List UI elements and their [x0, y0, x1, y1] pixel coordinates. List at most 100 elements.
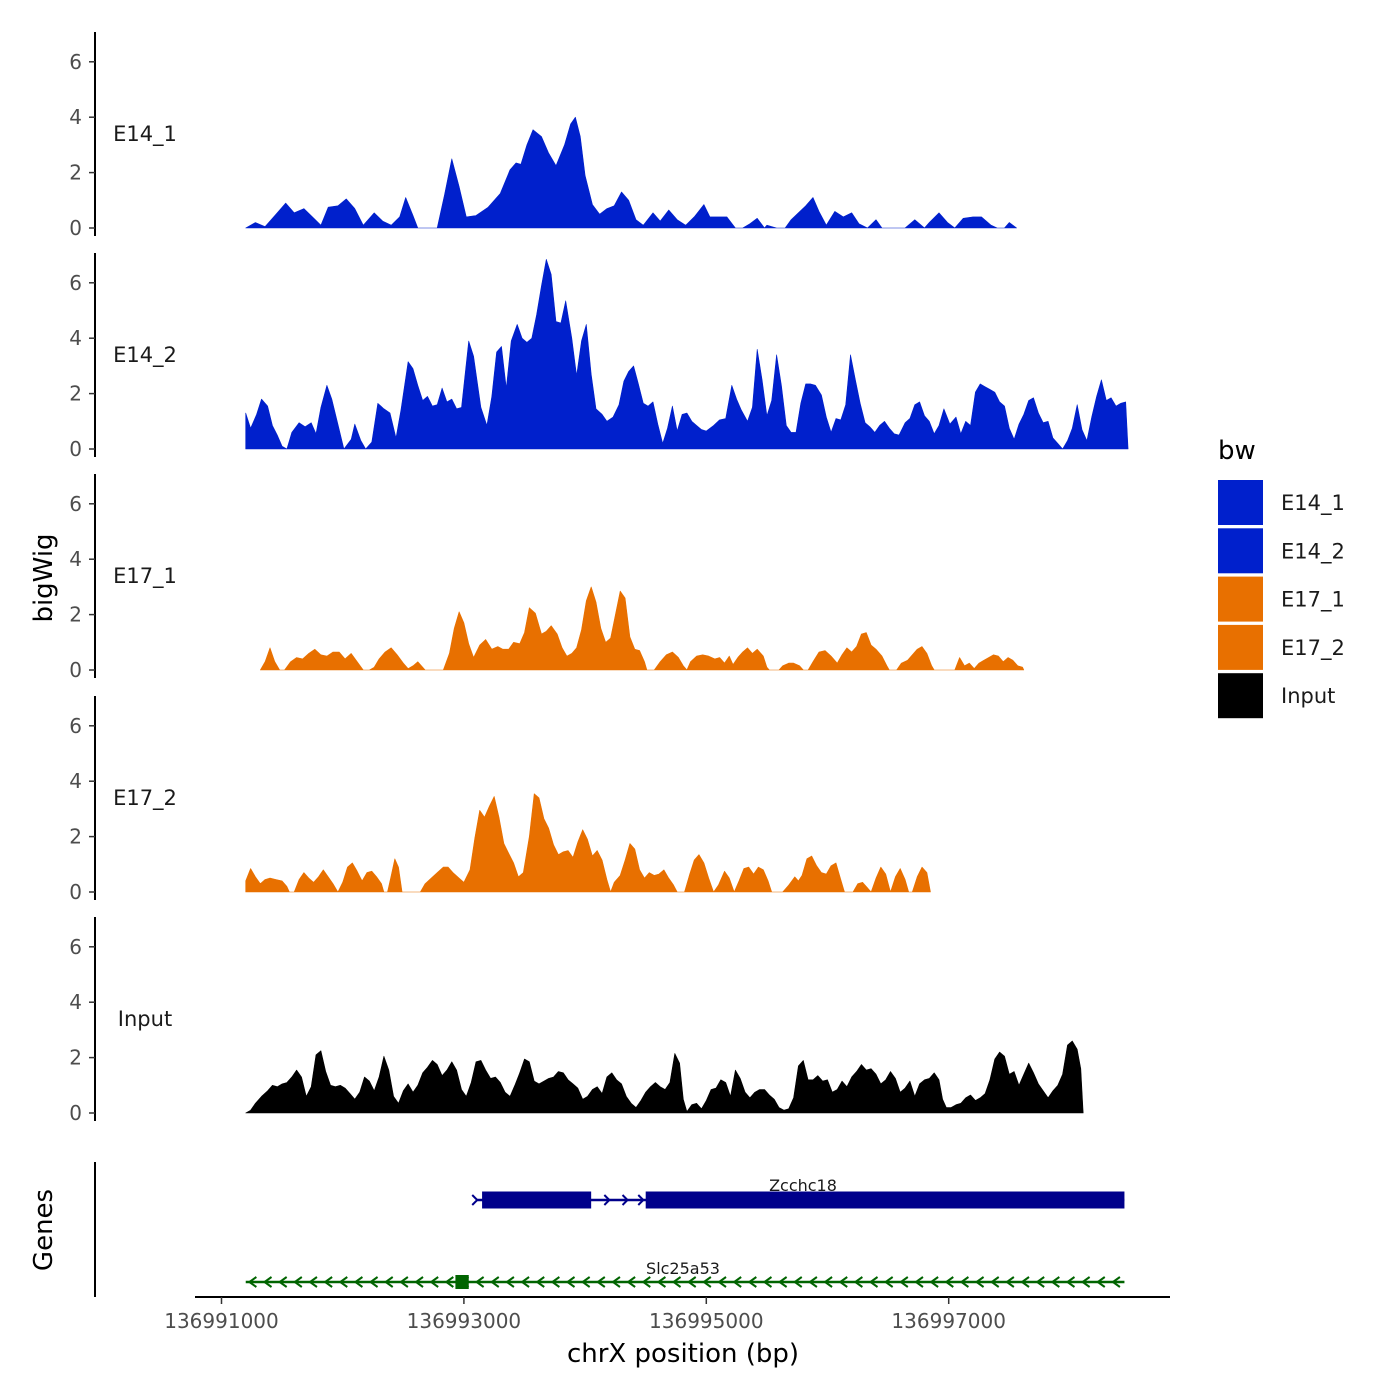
y-tick-label: 2 — [69, 1046, 82, 1070]
strand-arrow — [959, 1276, 970, 1288]
y-tick-label: 0 — [69, 216, 82, 240]
coverage-tracks: 0 2 4 6 E14_1 0 2 4 6 E14_2 0 2 4 6 E17_1 0 2 4 6 E17_2 0 2 4 6… — [69, 32, 1129, 1125]
y-tick-label: 0 — [69, 880, 82, 904]
y-axis-title-genes: Genes — [29, 1189, 59, 1271]
y-tick-label: 6 — [69, 714, 82, 738]
strand-arrow — [247, 1276, 257, 1288]
strand-arrow — [853, 1276, 863, 1288]
strand-arrow — [823, 1276, 833, 1288]
strand-arrow — [732, 1276, 742, 1288]
strand-arrow — [474, 1276, 485, 1288]
strand-arrow — [868, 1276, 879, 1288]
strand-arrow — [535, 1276, 545, 1288]
track-E14_1: 0 2 4 6 E14_1 — [69, 32, 1017, 240]
track-label-Input: Input — [118, 1007, 172, 1031]
strand-arrow — [338, 1276, 348, 1288]
strand-arrow — [1020, 1276, 1030, 1288]
x-axis-title: chrX position (bp) — [567, 1339, 799, 1369]
strand-arrow — [520, 1276, 530, 1288]
gene-label-Slc25a53: Slc25a53 — [646, 1259, 720, 1278]
y-tick-label: 2 — [69, 382, 82, 406]
strand-arrow — [641, 1276, 651, 1288]
y-tick-label: 0 — [69, 1101, 82, 1125]
strand-arrow — [717, 1276, 727, 1288]
track-label-E14_1: E14_1 — [113, 122, 177, 147]
x-tick-label: 136993000 — [407, 1309, 522, 1333]
y-tick-label: 6 — [69, 935, 82, 959]
strand-arrow — [747, 1276, 757, 1288]
strand-arrow — [611, 1276, 621, 1288]
x-tick-label: 136991000 — [164, 1309, 279, 1333]
y-tick-label: 0 — [69, 658, 82, 682]
y-tick-label: 4 — [69, 547, 82, 571]
strand-arrow — [777, 1276, 788, 1288]
track-Input: 0 2 4 6 Input — [69, 917, 1084, 1125]
coverage-area-E14_1 — [245, 116, 1017, 229]
x-tick-label: 136997000 — [891, 1309, 1006, 1333]
strand-arrow — [702, 1276, 712, 1288]
strand-arrow — [687, 1276, 697, 1288]
strand-arrow — [368, 1276, 379, 1288]
track-E17_1: 0 2 4 6 E17_1 — [69, 474, 1025, 682]
strand-arrow — [277, 1276, 288, 1288]
strand-arrow — [808, 1276, 818, 1288]
legend-label-E14_1: E14_1 — [1281, 491, 1345, 516]
strand-arrow — [793, 1276, 803, 1288]
strand-arrow — [308, 1276, 318, 1288]
strand-arrow — [883, 1276, 894, 1288]
x-axis: 136991000 136993000 136995000 136997000 — [164, 1296, 1170, 1333]
legend-label-E14_2: E14_2 — [1281, 539, 1345, 564]
strand-arrow — [974, 1276, 985, 1288]
legend-title: bw — [1218, 436, 1256, 466]
coverage-area-Input — [245, 1040, 1084, 1114]
strand-arrow — [444, 1276, 454, 1288]
track-E17_2: 0 2 4 6 E17_2 — [69, 696, 931, 904]
strand-arrow — [459, 1276, 470, 1288]
strand-arrow — [838, 1276, 848, 1288]
strand-arrow — [1065, 1276, 1076, 1288]
strand-arrow — [603, 1194, 611, 1206]
track-label-E14_2: E14_2 — [113, 343, 177, 368]
legend: bw E14_1 E14_2 E17_1 E17_2 Input — [1218, 436, 1345, 719]
legend-swatch-E14_1 — [1218, 480, 1263, 525]
gene-Zcchc18: Zcchc18 — [471, 1176, 1125, 1209]
strand-arrow — [1112, 1194, 1120, 1206]
strand-arrow — [762, 1276, 773, 1288]
strand-arrow — [596, 1276, 606, 1288]
strand-arrow — [1050, 1276, 1060, 1288]
strand-arrow — [1096, 1276, 1106, 1288]
legend-label-E17_1: E17_1 — [1281, 588, 1345, 613]
strand-arrow — [384, 1276, 394, 1288]
y-tick-label: 4 — [69, 326, 82, 350]
strand-arrow — [429, 1276, 439, 1288]
y-tick-label: 6 — [69, 492, 82, 516]
gene-Slc25a53: Slc25a53 — [245, 1259, 1125, 1289]
y-tick-label: 2 — [69, 161, 82, 185]
gene-track: Zcchc18 Slc25a53 — [94, 1162, 1125, 1297]
y-tick-label: 2 — [69, 603, 82, 627]
strand-arrow — [565, 1276, 576, 1288]
legend-label-E17_2: E17_2 — [1281, 636, 1345, 661]
y-tick-label: 6 — [69, 50, 82, 74]
legend-swatch-E17_1 — [1218, 576, 1263, 622]
strand-arrow — [490, 1276, 500, 1288]
strand-arrow — [323, 1276, 333, 1288]
strand-arrow — [1080, 1276, 1091, 1288]
legend-swatch-E14_2 — [1218, 528, 1263, 574]
strand-arrow — [944, 1276, 954, 1288]
exon — [645, 1191, 1125, 1209]
y-axis-title-bigwig: bigWig — [29, 533, 59, 622]
strand-arrow — [471, 1194, 479, 1206]
strand-arrow — [990, 1276, 1000, 1288]
exon — [482, 1191, 592, 1209]
strand-arrow — [1005, 1276, 1015, 1288]
strand-arrow — [621, 1194, 629, 1206]
coverage-area-E17_1 — [260, 586, 1025, 671]
legend-swatch-Input — [1218, 673, 1263, 719]
track-label-E17_1: E17_1 — [113, 564, 177, 589]
y-tick-label: 2 — [69, 825, 82, 849]
strand-arrow — [899, 1276, 909, 1288]
strand-arrow — [637, 1194, 645, 1206]
gene-label-Zcchc18: Zcchc18 — [769, 1176, 837, 1195]
